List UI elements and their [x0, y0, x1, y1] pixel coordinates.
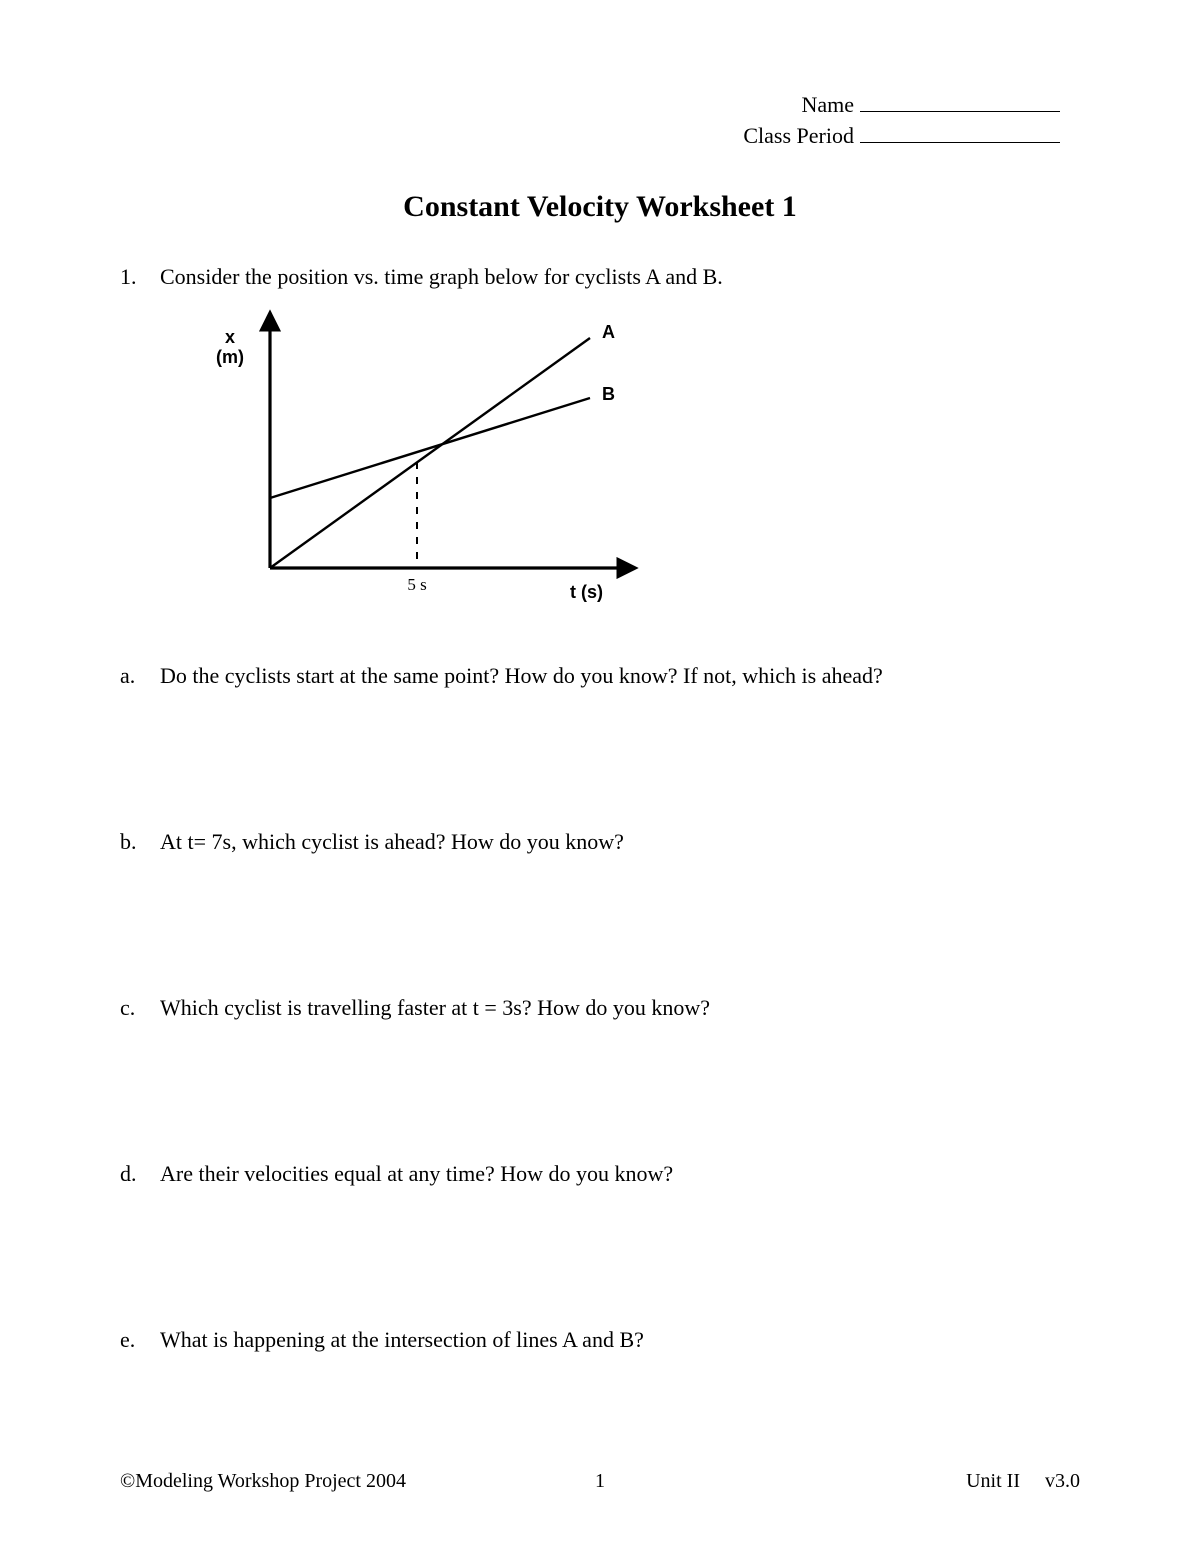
question-number: 1.: [120, 264, 160, 290]
sub-question-letter: d.: [120, 1161, 160, 1187]
question-1: 1. Consider the position vs. time graph …: [120, 264, 1080, 290]
name-label: Name: [801, 90, 854, 121]
worksheet-title: Constant Velocity Worksheet 1: [120, 190, 1080, 224]
svg-text:t (s): t (s): [570, 582, 603, 602]
page-footer: ©Modeling Workshop Project 2004 1 Unit I…: [120, 1470, 1080, 1493]
name-row: Name: [743, 90, 1060, 121]
sub-question-a: a. Do the cyclists start at the same poi…: [120, 663, 1080, 689]
sub-question-d: d. Are their velocities equal at any tim…: [120, 1161, 1080, 1187]
sub-question-c: c. Which cyclist is travelling faster at…: [120, 995, 1080, 1021]
svg-text:A: A: [602, 322, 615, 342]
svg-text:5 s: 5 s: [407, 575, 426, 594]
sub-question-text: Are their velocities equal at any time? …: [160, 1161, 673, 1187]
sub-question-text: What is happening at the intersection of…: [160, 1327, 644, 1353]
footer-page-number: 1: [120, 1470, 1080, 1493]
sub-question-letter: c.: [120, 995, 160, 1021]
svg-text:B: B: [602, 384, 615, 404]
sub-question-text: Do the cyclists start at the same point?…: [160, 663, 883, 689]
sub-questions: a. Do the cyclists start at the same poi…: [120, 663, 1080, 1353]
question-prompt: Consider the position vs. time graph bel…: [160, 264, 723, 290]
sub-question-letter: e.: [120, 1327, 160, 1353]
class-period-row: Class Period: [743, 121, 1060, 152]
class-period-label: Class Period: [743, 121, 854, 152]
sub-question-letter: a.: [120, 663, 160, 689]
name-blank[interactable]: [860, 92, 1060, 112]
position-vs-time-graph: A B 5 s t (s) x(m): [200, 308, 660, 618]
class-period-blank[interactable]: [860, 123, 1060, 143]
graph-container: A B 5 s t (s) x(m): [200, 308, 1080, 623]
header-fields: Name Class Period: [743, 90, 1060, 152]
sub-question-e: e. What is happening at the intersection…: [120, 1327, 1080, 1353]
sub-question-text: Which cyclist is travelling faster at t …: [160, 995, 710, 1021]
sub-question-text: At t= 7s, which cyclist is ahead? How do…: [160, 829, 624, 855]
svg-text:(m): (m): [216, 347, 244, 367]
sub-question-letter: b.: [120, 829, 160, 855]
sub-question-b: b. At t= 7s, which cyclist is ahead? How…: [120, 829, 1080, 855]
svg-text:x: x: [225, 327, 235, 347]
worksheet-page: Name Class Period Constant Velocity Work…: [0, 0, 1200, 1553]
